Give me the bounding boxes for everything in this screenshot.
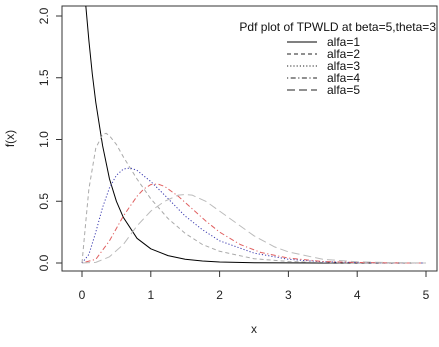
series-line-4 — [81, 183, 427, 264]
series-line-3 — [81, 167, 427, 264]
plot-frame — [61, 5, 438, 272]
legend-label-1: alfa=1 — [327, 35, 360, 49]
legend-title: Pdf plot of TPWLD at beta=5,theta=3 — [239, 20, 436, 34]
y-tick-label: 0.5 — [37, 193, 51, 210]
x-tick-label: 2 — [216, 288, 223, 302]
x-tick-label: 5 — [423, 288, 430, 302]
x-tick-label: 0 — [79, 288, 86, 302]
x-tick-label: 1 — [147, 288, 154, 302]
y-axis-title: f(x) — [3, 130, 17, 147]
x-axis: 0 1 2 3 4 5 — [79, 271, 430, 302]
series-line-2 — [81, 132, 426, 264]
legend-label-3: alfa=3 — [327, 59, 360, 73]
y-tick-label: 0.0 — [37, 254, 51, 271]
plot-border — [61, 5, 438, 272]
x-tick-label: 3 — [285, 288, 292, 302]
y-tick-label: 1.0 — [37, 131, 51, 148]
x-axis-title: x — [251, 322, 257, 336]
series-line-5 — [81, 194, 427, 264]
y-axis: 0.0 0.5 1.0 1.5 2.0 — [37, 7, 62, 271]
legend: Pdf plot of TPWLD at beta=5,theta=3 alfa… — [239, 20, 436, 97]
legend-label-4: alfa=4 — [327, 71, 360, 85]
x-tick-label: 4 — [354, 288, 361, 302]
legend-label-2: alfa=2 — [327, 47, 360, 61]
series-lines — [81, 6, 427, 264]
legend-label-5: alfa=5 — [327, 83, 360, 97]
y-tick-label: 2.0 — [37, 7, 51, 24]
series-line-1 — [85, 6, 426, 264]
y-tick-label: 1.5 — [37, 69, 51, 86]
